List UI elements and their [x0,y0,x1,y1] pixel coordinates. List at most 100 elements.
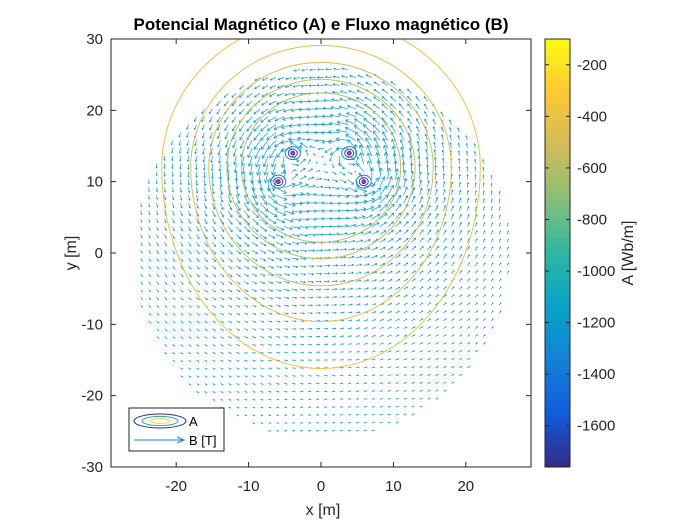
flux-arrow [419,389,423,392]
flux-arrow [390,124,396,133]
legend[interactable]: A B [T] [128,407,225,452]
flux-arrow [307,390,312,393]
flux-arrow [407,103,412,110]
flux-arrow [323,186,332,190]
flux-arrow [355,247,363,251]
flux-arrow [236,414,240,417]
flux-arrow [244,391,248,393]
flux-arrow [363,287,370,290]
flux-arrow [252,273,258,277]
flux-arrow [371,295,377,298]
flux-arrow [291,100,301,104]
flux-arrow [180,234,184,239]
flux-arrow [373,81,380,86]
flux-arrow [482,174,485,180]
flux-arrow [260,132,269,141]
flux-arrow [490,278,494,282]
flux-arrow [299,375,304,377]
flux-arrow [236,391,240,393]
flux-arrow [244,296,249,300]
flux-arrow [188,304,192,308]
flux-arrow [251,226,259,232]
flux-arrow [426,172,430,180]
flux-arrow [339,311,345,314]
flux-arrow [403,334,408,337]
flux-arrow [228,343,232,347]
flux-arrow [314,139,324,143]
flux-arrow [212,187,215,195]
flux-arrow [427,366,431,369]
flux-arrow [212,359,216,362]
x-tick-label: 0 [317,478,325,495]
flux-arrow [403,278,409,282]
flux-arrow [417,155,421,164]
flux-arrow [307,312,313,315]
flux-arrow [268,383,272,385]
flux-arrow [390,117,396,125]
flux-arrow [490,214,494,219]
flux-arrow [335,136,348,142]
flux-arrow [236,289,241,293]
flux-arrow [339,327,345,330]
flux-arrow [260,351,264,354]
flux-arrow [316,76,324,79]
flux-arrow [291,422,296,424]
flux-arrow [419,245,424,251]
flux-arrow [164,226,167,231]
flux-arrow [387,334,392,337]
flux-arrow [212,312,216,316]
flux-arrow [291,92,301,96]
flux-arrow [228,257,233,262]
flux-arrow [243,242,250,247]
flux-arrow [363,271,370,275]
flux-arrow [307,304,314,307]
flux-arrow [267,249,275,254]
flux-arrow [291,226,301,230]
flux-arrow [236,296,241,300]
flux-arrow [451,286,455,290]
flux-arrow [228,375,232,378]
flux-arrow [474,286,478,290]
flux-arrow [372,124,380,133]
flux-arrow [466,158,469,164]
flux-arrow [371,187,382,196]
flux-arrow [376,159,381,172]
x-tick-label: -20 [165,478,187,495]
contour-line [190,44,452,323]
flux-arrow [196,320,200,324]
flux-arrow [148,320,152,324]
flux-arrow [252,281,258,285]
flux-arrow [498,286,502,290]
flux-arrow [424,141,428,149]
flux-arrow [196,234,200,240]
flux-arrow [374,144,381,157]
flux-arrow [299,265,307,268]
flux-arrow [275,218,286,224]
flux-arrow [284,265,291,269]
flux-arrow [164,336,168,339]
flux-arrow [355,193,368,198]
flux-arrow [419,254,424,259]
flux-arrow [196,242,200,247]
flux-arrow [395,382,399,384]
flux-arrow [347,295,354,298]
flux-arrow [291,390,296,393]
flux-arrow [363,319,369,322]
flux-arrow [196,351,200,355]
flux-arrow [268,328,273,331]
flux-arrow [379,397,383,400]
flux-arrow [299,217,310,222]
flux-arrow [435,221,439,227]
flux-arrow [427,302,432,306]
flux-arrow [180,320,184,324]
flux-arrow [355,104,364,110]
flux-arrow [459,286,463,290]
flux-arrow [244,359,248,362]
flux-arrow [419,310,424,314]
flux-arrow [347,406,352,408]
flux-arrow [339,271,346,275]
flux-arrow [395,318,400,322]
flux-arrow [148,187,151,193]
flux-arrow [333,67,340,71]
flux-arrow [220,359,224,362]
